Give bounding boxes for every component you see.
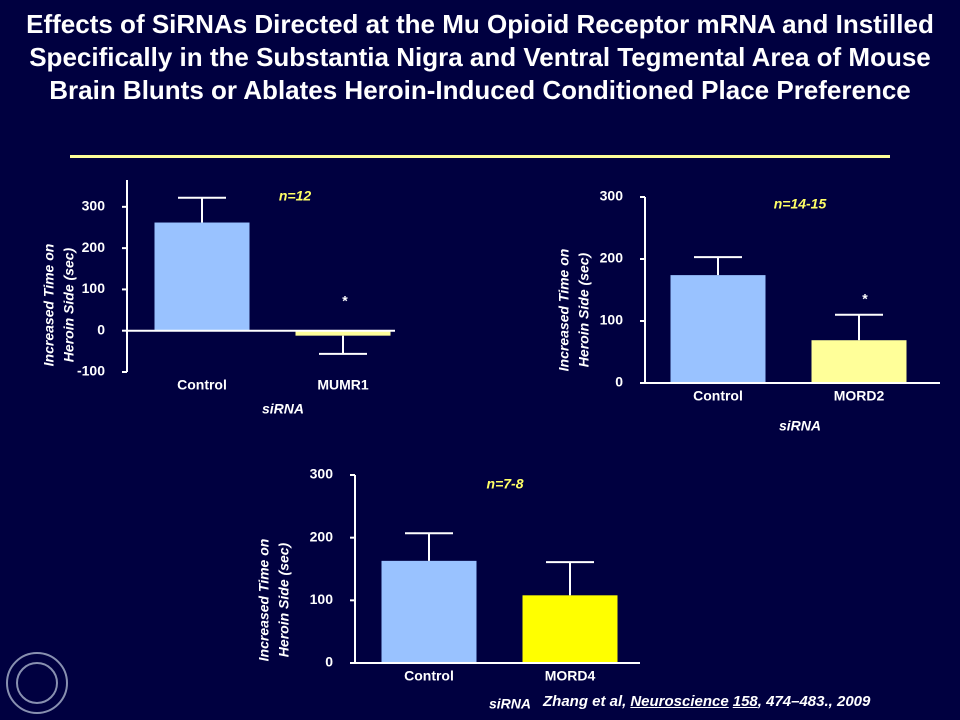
n-label: n=12 (279, 188, 312, 204)
x-tick-label: MUMR1 (317, 377, 369, 393)
x-tick-label: MORD2 (834, 388, 885, 404)
y-tick-label: 200 (600, 250, 624, 266)
n-label: n=14-15 (774, 196, 827, 212)
citation: Zhang et al, Neuroscience 158, 474–483., 2… (543, 693, 874, 710)
x-axis-label: siRNA (779, 418, 821, 434)
bar (670, 275, 766, 383)
slide-title: Effects of SiRNAs Directed at the Mu Opi… (26, 9, 934, 105)
citation-volume: 158 (732, 693, 758, 710)
y-axis-label: Heroin Side (sec) (61, 247, 77, 362)
significance: * (342, 293, 348, 309)
bar (522, 595, 618, 663)
n-label: n=7-8 (487, 476, 524, 492)
logo (6, 652, 68, 714)
y-axis-label: Increased Time on (256, 539, 272, 662)
citation-authors: Zhang et al, (543, 693, 627, 710)
x-tick-label: Control (693, 388, 743, 404)
y-tick-label: 0 (325, 654, 333, 670)
y-tick-label: 0 (97, 321, 105, 337)
y-tick-label: 300 (310, 466, 334, 482)
y-tick-label: 300 (600, 188, 624, 204)
bar (381, 560, 477, 663)
title-rule (70, 155, 890, 158)
y-axis-label: Heroin Side (sec) (576, 252, 592, 367)
y-tick-label: 300 (82, 198, 106, 214)
x-axis-label: siRNA (489, 696, 531, 712)
y-tick-label: 100 (310, 591, 334, 607)
y-tick-label: 100 (82, 280, 106, 296)
bar (154, 222, 250, 331)
y-axis-label: Increased Time on (556, 249, 572, 372)
y-tick-label: 200 (310, 528, 334, 544)
bar (295, 330, 391, 336)
y-tick-label: 100 (600, 312, 624, 328)
significance: * (862, 291, 868, 307)
y-tick-label: -100 (77, 363, 105, 379)
y-axis-label: Heroin Side (sec) (276, 542, 292, 657)
citation-pages: , 474–483., 2009 (757, 693, 871, 710)
y-tick-label: 0 (615, 374, 623, 390)
x-tick-label: MORD4 (545, 668, 596, 684)
x-tick-label: Control (177, 377, 227, 393)
bar (811, 340, 907, 383)
x-tick-label: Control (404, 668, 454, 684)
y-axis-label: Increased Time on (41, 244, 57, 367)
x-axis-label: siRNA (262, 401, 304, 417)
y-tick-label: 200 (82, 239, 106, 255)
citation-journal: Neuroscience (630, 693, 729, 710)
